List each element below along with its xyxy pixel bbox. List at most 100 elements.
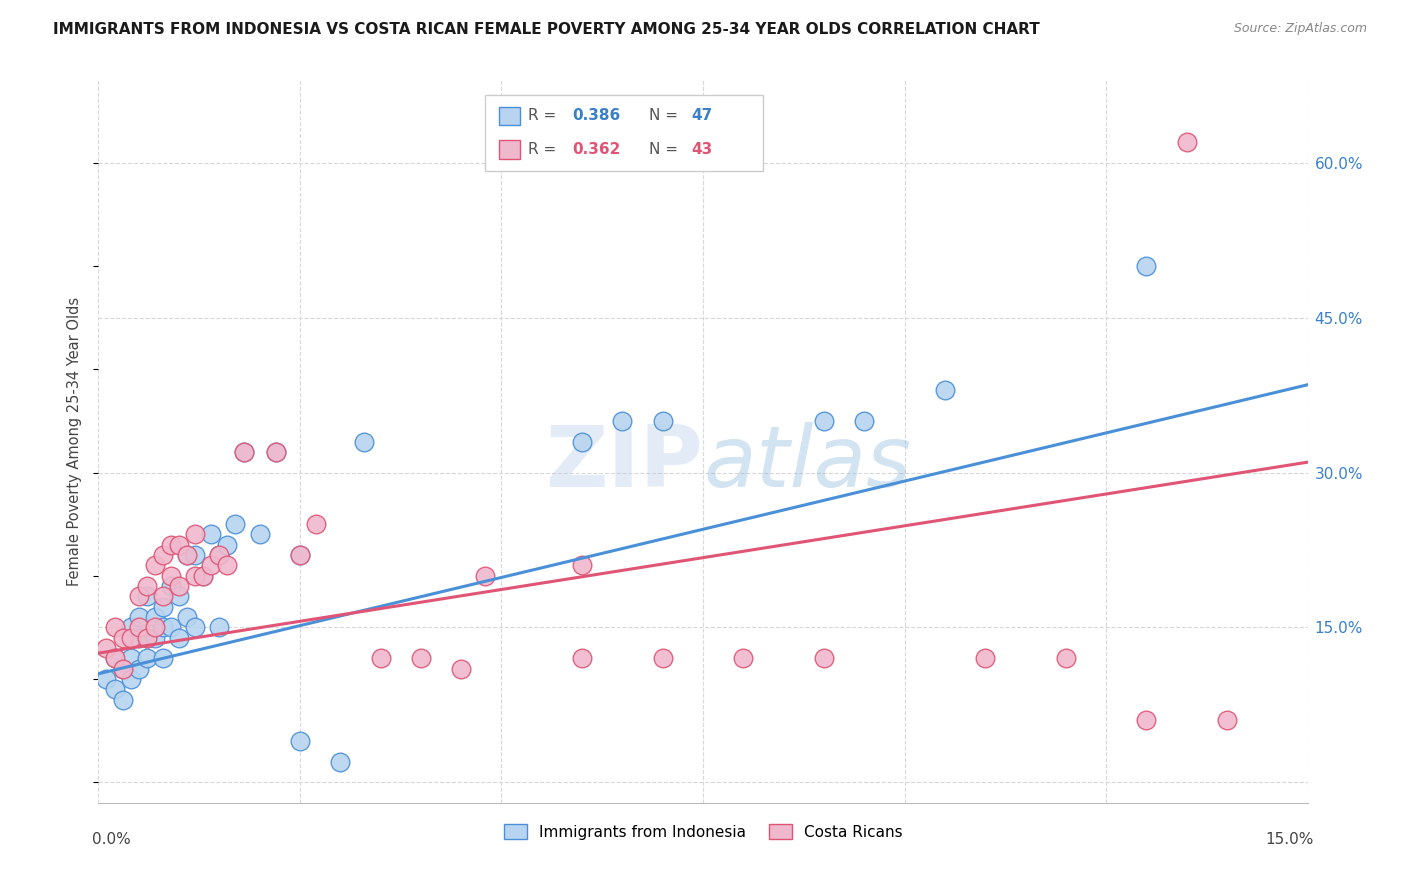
Point <box>193 568 215 582</box>
Point <box>160 620 183 634</box>
Point <box>103 620 125 634</box>
Legend: Immigrants from Indonesia, Costa Ricans: Immigrants from Indonesia, Costa Ricans <box>498 818 908 846</box>
Point <box>103 651 125 665</box>
Point <box>167 579 190 593</box>
Point <box>120 631 142 645</box>
Point <box>571 434 593 449</box>
Point <box>160 568 183 582</box>
Point <box>135 631 157 645</box>
Point <box>120 672 142 686</box>
Point <box>571 558 593 573</box>
Point <box>288 734 311 748</box>
Point <box>176 610 198 624</box>
Point <box>152 599 174 614</box>
Point <box>224 517 246 532</box>
Point <box>974 651 997 665</box>
FancyBboxPatch shape <box>499 106 520 126</box>
Text: N =: N = <box>648 142 682 157</box>
Text: atlas: atlas <box>703 422 911 505</box>
Point <box>217 538 239 552</box>
Point <box>152 548 174 562</box>
Point <box>232 445 254 459</box>
Point <box>111 662 134 676</box>
Point <box>288 548 311 562</box>
Point <box>167 590 190 604</box>
Point <box>160 538 183 552</box>
Point <box>249 527 271 541</box>
Text: R =: R = <box>527 142 561 157</box>
Point <box>813 651 835 665</box>
Point <box>733 651 755 665</box>
Point <box>120 651 142 665</box>
Point <box>135 579 157 593</box>
Point <box>200 527 222 541</box>
FancyBboxPatch shape <box>485 95 763 170</box>
Point <box>474 568 496 582</box>
Text: 15.0%: 15.0% <box>1265 831 1313 847</box>
Point <box>111 631 134 645</box>
Point <box>167 631 190 645</box>
Point <box>184 527 207 541</box>
Point <box>96 672 118 686</box>
Text: Source: ZipAtlas.com: Source: ZipAtlas.com <box>1233 22 1367 36</box>
Text: ZIP: ZIP <box>546 422 703 505</box>
Point <box>103 651 125 665</box>
Point <box>167 538 190 552</box>
Point <box>264 445 287 459</box>
Point <box>184 568 207 582</box>
Point <box>232 445 254 459</box>
Point <box>353 434 375 449</box>
Point <box>152 651 174 665</box>
Text: IMMIGRANTS FROM INDONESIA VS COSTA RICAN FEMALE POVERTY AMONG 25-34 YEAR OLDS CO: IMMIGRANTS FROM INDONESIA VS COSTA RICAN… <box>53 22 1040 37</box>
Point <box>176 548 198 562</box>
Point <box>128 610 150 624</box>
Point <box>128 662 150 676</box>
Point <box>143 620 166 634</box>
Point <box>143 610 166 624</box>
Text: 0.362: 0.362 <box>572 142 621 157</box>
Point <box>152 620 174 634</box>
Point <box>111 692 134 706</box>
Point <box>651 651 673 665</box>
Point <box>450 662 472 676</box>
Point <box>184 548 207 562</box>
Point <box>143 558 166 573</box>
Point <box>288 548 311 562</box>
Text: N =: N = <box>648 109 682 123</box>
Point <box>1135 259 1157 273</box>
Point <box>184 620 207 634</box>
Point <box>152 590 174 604</box>
Point <box>160 579 183 593</box>
Text: R =: R = <box>527 109 561 123</box>
Text: 47: 47 <box>690 109 713 123</box>
Point <box>208 620 231 634</box>
Point <box>217 558 239 573</box>
Point <box>128 590 150 604</box>
Point <box>370 651 392 665</box>
Point <box>135 651 157 665</box>
Point <box>135 590 157 604</box>
Text: 43: 43 <box>690 142 713 157</box>
Point <box>193 568 215 582</box>
Point <box>612 414 634 428</box>
Point <box>143 631 166 645</box>
Text: 0.0%: 0.0% <box>93 831 131 847</box>
Point <box>120 620 142 634</box>
Point <box>135 631 157 645</box>
Point <box>128 620 150 634</box>
Point <box>1135 713 1157 727</box>
Point <box>651 414 673 428</box>
Y-axis label: Female Poverty Among 25-34 Year Olds: Female Poverty Among 25-34 Year Olds <box>67 297 83 586</box>
Point <box>1175 135 1198 149</box>
Point <box>208 548 231 562</box>
Point <box>305 517 328 532</box>
Point <box>1054 651 1077 665</box>
Point <box>571 651 593 665</box>
Point <box>111 662 134 676</box>
Point <box>264 445 287 459</box>
Point <box>128 631 150 645</box>
Point <box>409 651 432 665</box>
Text: 0.386: 0.386 <box>572 109 620 123</box>
Point <box>853 414 876 428</box>
Point <box>96 640 118 655</box>
